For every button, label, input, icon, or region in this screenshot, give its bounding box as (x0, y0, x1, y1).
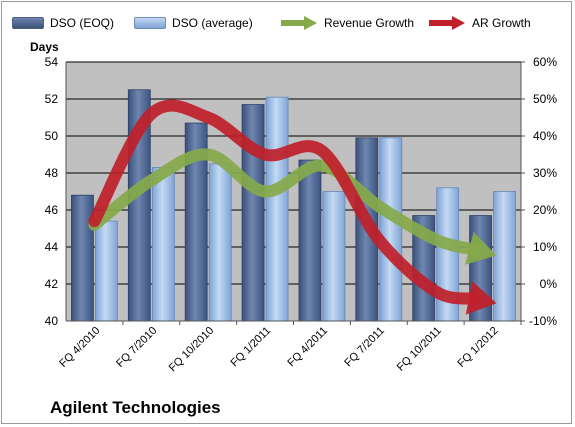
bar-dso-average (95, 220, 118, 322)
x-tick-label: FQ 7/2010 (114, 325, 159, 370)
x-tick-label: FQ 7/2011 (342, 325, 387, 370)
legend-label-dso-average: DSO (average) (172, 16, 253, 30)
revenue-growth-line (88, 148, 480, 256)
legend-arrow-ar-growth (429, 16, 465, 30)
revenue-growth-line-point (378, 205, 380, 207)
x-tick-label: FQ 4/2011 (285, 325, 330, 370)
bar-dso-average (265, 96, 289, 322)
ar-growth-line-point (150, 113, 152, 115)
revenue-growth-line-head (465, 231, 497, 265)
ar-growth-line-point (321, 150, 323, 152)
ar-growth-line-point (93, 220, 95, 222)
legend-item-ar-growth: AR Growth (428, 16, 531, 30)
ar-growth-line-point (207, 117, 209, 118)
legend-swatch-dso-average (134, 17, 166, 29)
x-tick-label: FQ 1/2012 (455, 325, 500, 370)
bar-dso-eoq (298, 159, 322, 322)
legend-item-dso-average: DSO (average) (134, 16, 253, 30)
y-tick-label: 42 (45, 277, 59, 291)
y2-tick-label: 0% (540, 277, 558, 291)
bar-dso-average (208, 163, 232, 322)
bar-dso-average (493, 191, 516, 322)
revenue-growth-line-point (264, 191, 266, 192)
y-tick-label: 44 (45, 240, 59, 254)
legend-label-ar-growth: AR Growth (472, 16, 531, 30)
ar-growth-line-point (435, 290, 437, 292)
y2-tick-label: 50% (533, 92, 557, 106)
revenue-growth-line-point (492, 253, 494, 255)
legend-swatch-dso-eoq (12, 17, 44, 29)
bar-dso-average (322, 191, 346, 322)
x-tick-label: FQ 1/2011 (229, 325, 274, 370)
y2-tick-label: 20% (533, 203, 557, 217)
y-tick-label: 40 (45, 314, 59, 328)
revenue-growth-line-point (150, 179, 152, 181)
legend-item-dso-eoq: DSO (EOQ) (12, 16, 114, 30)
y-axis-title: Days (30, 40, 59, 54)
legend-label-revenue-growth: Revenue Growth (324, 16, 415, 30)
x-tick-label: FQ 10/2011 (395, 325, 444, 374)
chart-plot: 40 42 44 46 48 50 52 54 -10% 0% 10% 20% 30% 40% 50% 60%… (45, 55, 558, 375)
x-tick-label: FQ 10/2010 (167, 325, 217, 375)
chart-title: Agilent Technologies (50, 398, 221, 417)
bar-dso-eoq (71, 194, 94, 322)
ar-growth-line-point (264, 154, 266, 155)
y-tick-label: 48 (45, 166, 59, 180)
bar-dso-average (379, 137, 403, 322)
y2-tick-label: -10% (529, 314, 557, 328)
y-tick-label: 52 (45, 92, 59, 106)
revenue-growth-line-point (435, 239, 437, 241)
y-tick-label: 54 (45, 55, 59, 69)
y2-tick-label: 10% (533, 240, 557, 254)
legend-label-dso-eoq: DSO (EOQ) (50, 16, 115, 30)
y2-tick-label: 40% (533, 129, 557, 143)
ar-growth-line-point (378, 239, 380, 241)
legend-item-revenue-growth: Revenue Growth (280, 16, 414, 30)
legend-arrow-revenue-growth (281, 16, 317, 30)
bar-dso-average (151, 167, 175, 322)
revenue-growth-line-point (207, 154, 209, 155)
ar-growth-line-point (492, 302, 494, 303)
ar-growth-line-head (465, 281, 497, 315)
y-tick-label: 46 (45, 203, 59, 217)
y-tick-label: 50 (45, 129, 59, 143)
y2-tick-label: 60% (533, 55, 557, 69)
y2-tick-label: 30% (533, 166, 557, 180)
x-tick-label: FQ 4/2010 (57, 325, 102, 370)
revenue-growth-line-point (321, 165, 323, 167)
